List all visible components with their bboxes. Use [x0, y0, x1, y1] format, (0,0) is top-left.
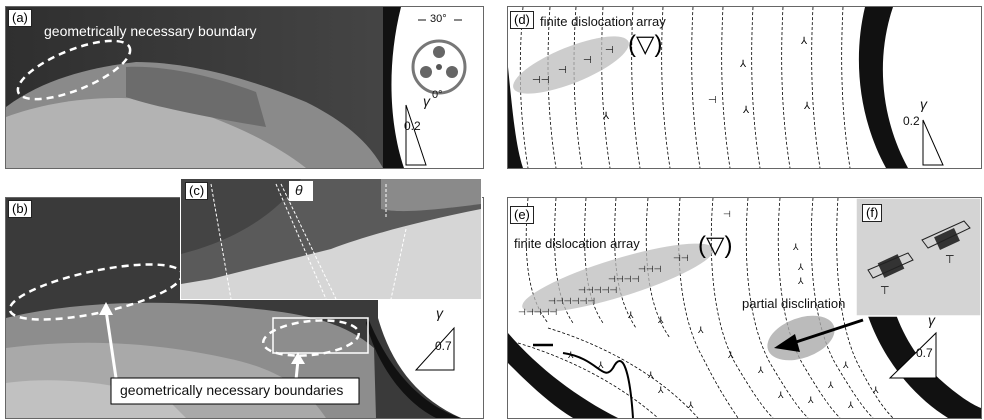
gamma-label: γ	[920, 96, 927, 112]
panel-d: ⊣⊣ ⊣ ⊣ ⊣ ⅄ ⊣ ⅄ ⅄ ⅄ ⅄ (▽) (d) finite dislocation…	[507, 6, 982, 169]
svg-text:⅄: ⅄	[757, 365, 764, 375]
svg-text:⅄: ⅄	[797, 262, 804, 272]
panel-f-tag: (f)	[862, 204, 882, 222]
svg-text:⅄: ⅄	[657, 315, 664, 325]
strain-value: 0.7	[435, 339, 452, 353]
panel-c-image	[181, 179, 481, 299]
svg-text:⊣: ⊣	[708, 95, 717, 106]
panel-d-tag: (d)	[510, 11, 534, 29]
strain-value: 0.7	[916, 346, 933, 360]
gamma-label: γ	[423, 93, 430, 109]
svg-text:⅄: ⅄	[742, 105, 750, 116]
svg-text:⅄: ⅄	[807, 395, 814, 405]
panel-d-image: ⊣⊣⊣⊣⊣ ⅄⊣⅄⅄ ⅄⅄ (▽)	[508, 7, 981, 168]
svg-text:(▽): (▽)	[698, 232, 732, 259]
svg-text:⅄: ⅄	[792, 242, 799, 252]
svg-text:⅄: ⅄	[647, 370, 654, 380]
svg-text:⊤: ⊤	[880, 285, 890, 297]
svg-text:⅄: ⅄	[687, 400, 694, 410]
svg-text:⅄: ⅄	[800, 36, 808, 47]
svg-text:⅄: ⅄	[842, 360, 849, 370]
panel-c-tag: (c)	[185, 182, 208, 200]
gamma-label: γ	[928, 312, 935, 328]
svg-text:⅄: ⅄	[627, 310, 634, 320]
svg-text:⊤: ⊤	[945, 254, 955, 266]
inset-bottom-angle: 0°	[432, 89, 443, 101]
svg-text:⅄: ⅄	[797, 276, 804, 286]
svg-text:⅄: ⅄	[739, 59, 747, 70]
strain-value: 0.2	[404, 119, 421, 133]
svg-text:⅄: ⅄	[697, 325, 704, 335]
panel-a-tag: (a)	[8, 9, 32, 27]
svg-text:⊣⊣⊣⊣⊣⊣: ⊣⊣⊣⊣⊣⊣	[548, 296, 595, 306]
panel-e: ⊣⊣⊣⊣⊣ ⊣⊣⊣⊣⊣⊣ ⊣⊣⊣⊣⊣ ⊣⊣⊣⊣ ⊣⊣⊣ ⊣⊣ ⊣ ⅄ ⅄ ⅄ ⅄ ⅄ ⅄ ⅄ ⅄ ⅄ ⅄…	[507, 197, 982, 419]
svg-text:⅄: ⅄	[827, 380, 834, 390]
panel-b-tag: (b)	[8, 200, 32, 218]
svg-text:⊣⊣: ⊣⊣	[673, 253, 689, 263]
panel-a: (a) geometrically necessary boundary 30°…	[5, 6, 484, 169]
svg-text:⅄: ⅄	[567, 350, 574, 360]
svg-text:⅄: ⅄	[727, 350, 734, 360]
gamma-label: γ	[436, 305, 443, 321]
svg-text:⊣: ⊣	[605, 45, 614, 56]
svg-text:⊣: ⊣	[583, 55, 592, 66]
strain-triangle	[923, 120, 943, 165]
svg-text:⊣⊣⊣⊣: ⊣⊣⊣⊣	[608, 274, 640, 284]
svg-text:(▽): (▽)	[628, 31, 662, 58]
svg-text:⅄: ⅄	[657, 385, 664, 395]
svg-text:⊣⊣⊣⊣⊣: ⊣⊣⊣⊣⊣	[578, 285, 617, 295]
panel-d-caption: finite dislocation array	[540, 14, 666, 29]
svg-text:⅄: ⅄	[597, 360, 604, 370]
panel-e-caption: finite dislocation array	[514, 236, 640, 251]
svg-text:⅄: ⅄	[847, 400, 854, 410]
panel-b-caption: geometrically necessary boundaries	[120, 382, 343, 398]
svg-text:⅄: ⅄	[872, 385, 879, 395]
panel-c: (c) θ	[180, 178, 482, 300]
svg-text:⅄: ⅄	[777, 390, 784, 400]
svg-text:⊣: ⊣	[558, 65, 567, 76]
inset-top-angle: 30°	[430, 13, 447, 25]
disclination-label: partial disclination	[742, 296, 845, 311]
svg-text:⊣⊣⊣: ⊣⊣⊣	[638, 264, 662, 274]
panel-a-caption: geometrically necessary boundary	[44, 23, 256, 39]
strain-value: 0.2	[903, 114, 920, 128]
svg-text:⅄: ⅄	[602, 111, 610, 122]
svg-text:⊣⊣: ⊣⊣	[532, 75, 549, 86]
svg-text:⊣⊣⊣⊣⊣: ⊣⊣⊣⊣⊣	[518, 307, 557, 317]
svg-text:⅄: ⅄	[803, 101, 811, 112]
panel-e-tag: (e)	[510, 206, 534, 224]
svg-text:⊣: ⊣	[723, 209, 731, 219]
theta-label: θ	[295, 182, 303, 198]
